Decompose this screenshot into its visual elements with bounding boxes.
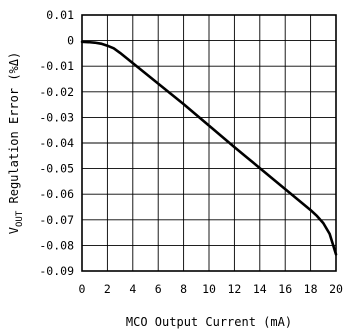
y-tick-label: -0.07 [39, 213, 74, 227]
x-tick-label: 6 [155, 282, 162, 296]
y-axis-title-rest: Regulation Error (%Δ) [7, 52, 21, 211]
x-axis-title: MCO Output Current (mA) [126, 315, 292, 329]
series-layer [80, 40, 338, 256]
y-tick-label: -0.06 [39, 187, 74, 201]
x-tick-label: 20 [329, 282, 343, 296]
x-tick-labels: 0 2 4 6 8 10 12 14 16 18 20 [79, 282, 343, 296]
y-tick-label: -0.05 [39, 162, 74, 176]
y-tick-label: -0.09 [39, 264, 74, 278]
y-tick-label: -0.02 [39, 85, 74, 99]
y-tick-label: 0 [67, 34, 74, 48]
x-tick-label: 14 [253, 282, 267, 296]
y-axis-title: VOUT Regulation Error (%Δ) [7, 52, 25, 234]
y-tick-label: -0.03 [39, 110, 74, 124]
x-tick-label: 16 [278, 282, 292, 296]
series-line [80, 40, 338, 256]
plot-frame [81, 14, 337, 272]
x-tick-label: 18 [304, 282, 318, 296]
y-axis-title-prefix: V [7, 227, 21, 234]
y-tick-labels: 0.01 0 -0.01 -0.02 -0.03 -0.04 -0.05 -0.06 -0.07… [39, 8, 74, 278]
x-tick-label: 8 [180, 282, 187, 296]
x-tick-label: 12 [227, 282, 241, 296]
y-axis-title-subscript: OUT [15, 210, 25, 227]
x-tick-label: 4 [129, 282, 136, 296]
y-tick-label: -0.01 [39, 59, 74, 73]
x-tick-label: 2 [104, 282, 111, 296]
y-tick-label: 0.01 [46, 8, 74, 22]
y-tick-label: -0.08 [39, 238, 74, 252]
x-tick-label: 0 [79, 282, 86, 296]
x-tick-label: 10 [202, 282, 216, 296]
y-tick-label: -0.04 [39, 136, 74, 150]
